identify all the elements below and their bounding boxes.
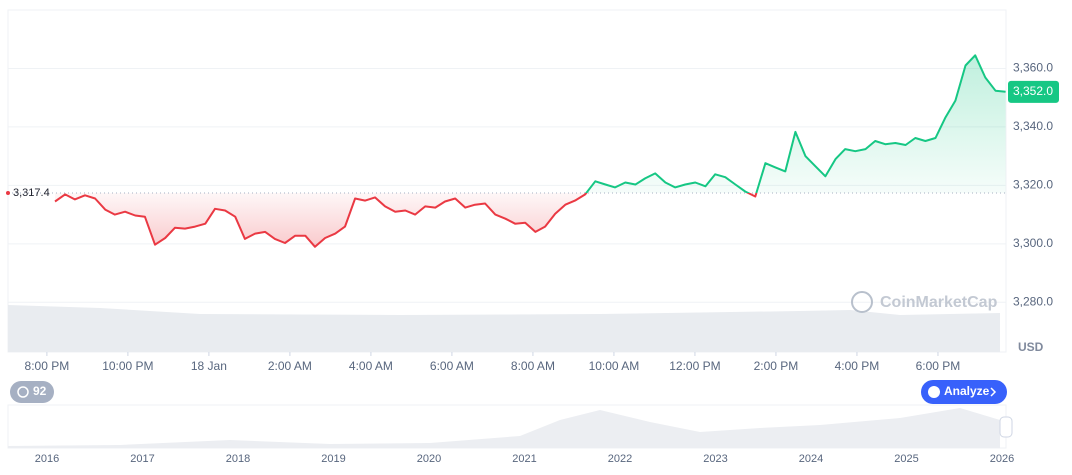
price-line [54,54,1006,248]
watermark-logo [851,291,873,313]
navigator-year: 2025 [894,453,918,465]
last-price-tag [1008,80,1059,103]
y-tick-label: 3,360.0 [1013,61,1053,75]
y-tick-label: 3,280.0 [1013,294,1053,308]
badge-bg[interactable] [10,381,54,403]
navigator-handle[interactable] [999,416,1013,438]
x-tick-label: 4:00 AM [349,359,393,373]
analyze-label[interactable]: Analyze [944,384,990,398]
badge[interactable]: 92 [10,381,54,403]
baseline-dot [6,190,10,195]
y-tick-label: 3,340.0 [1013,119,1053,133]
x-tick-label: 6:00 AM [430,359,474,373]
navigator-area [8,408,1000,448]
badge-count[interactable]: 92 [33,384,47,398]
x-tick-label: 6:00 PM [916,359,961,373]
navigator-year: 2021 [512,453,536,465]
navigator-year: 2017 [130,453,154,465]
x-tick-label: 10:00 AM [589,359,640,373]
analyze-button[interactable]: Analyze [921,380,1007,404]
currency-label: USD [1018,340,1044,354]
navigator-year: 2026 [990,453,1014,465]
navigator-year: 2019 [321,453,345,465]
navigator-year: 2023 [703,453,727,465]
x-tick-label: 2:00 PM [754,359,799,373]
x-tick-label: 8:00 AM [511,359,555,373]
price-area [55,55,1006,247]
y-tick-label: 3,320.0 [1013,178,1053,192]
x-tick-label: 18 Jan [191,359,227,373]
analyze-icon [928,386,940,398]
watermark: CoinMarketCap [880,294,998,311]
x-tick-label: 4:00 PM [835,359,880,373]
baseline-label: 3,317.4 [13,187,50,199]
badge-icon [17,386,29,398]
navigator-year: 2016 [35,453,59,465]
x-tick-label: 12:00 PM [669,359,720,373]
x-tick-label: 8:00 PM [25,359,70,373]
x-tick-label: 10:00 PM [102,359,153,373]
y-tick-label: 3,300.0 [1013,236,1053,250]
analyze-bg[interactable] [921,380,1007,404]
analyze-chevron [990,387,997,397]
navigator-year: 2024 [799,453,823,465]
last-price-label: 3,352.0 [1013,84,1053,98]
watermark-group: CoinMarketCap [851,291,998,313]
volume-area [8,305,1000,352]
navigator-year: 2022 [608,453,632,465]
navigator-year: 2020 [417,453,441,465]
navigator-year: 2018 [226,453,250,465]
x-tick-label: 2:00 AM [268,359,312,373]
